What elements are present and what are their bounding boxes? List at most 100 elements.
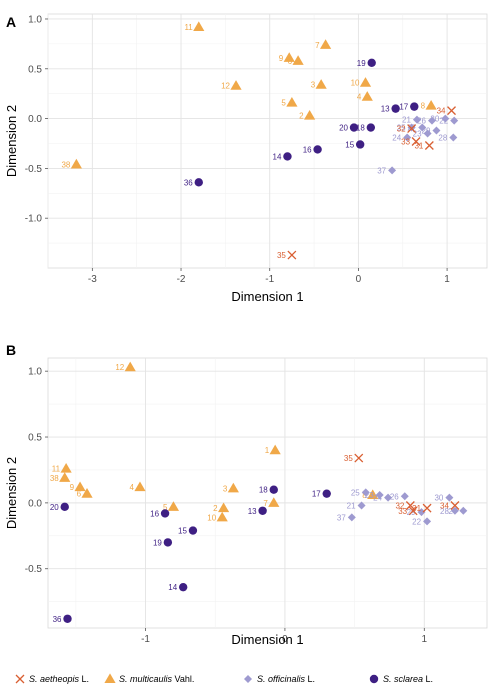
data-point xyxy=(432,126,441,135)
data-point xyxy=(230,80,242,90)
data-point xyxy=(283,152,292,161)
data-point xyxy=(124,361,136,372)
data-point xyxy=(407,124,417,134)
data-point xyxy=(269,444,281,455)
panel-letter: A xyxy=(6,14,16,30)
data-point xyxy=(384,493,393,502)
y-tick-label: 0.5 xyxy=(28,64,42,75)
y-tick-label: 0.0 xyxy=(28,498,42,509)
data-point xyxy=(375,490,384,499)
data-point xyxy=(361,488,370,497)
data-point xyxy=(425,100,437,110)
data-point xyxy=(322,489,331,498)
point-label: 31 xyxy=(412,504,421,513)
legend-marker xyxy=(369,674,379,684)
data-point xyxy=(359,77,372,87)
data-point xyxy=(411,137,421,146)
point-label: 2 xyxy=(299,112,304,121)
point-label: 14 xyxy=(168,583,177,592)
point-label: 28 xyxy=(440,507,449,516)
data-point xyxy=(81,488,93,498)
plot-area xyxy=(47,13,488,269)
point-label: 36 xyxy=(184,178,193,187)
point-label: 27 xyxy=(448,507,457,516)
y-tick-label: 1.0 xyxy=(28,14,42,25)
data-point xyxy=(178,582,188,592)
point-label: 19 xyxy=(357,59,366,68)
point-label: 11 xyxy=(52,465,61,474)
point-label: 37 xyxy=(377,166,386,175)
point-label: 23 xyxy=(365,491,374,500)
data-point xyxy=(286,97,298,107)
point-label: 25 xyxy=(397,124,406,133)
data-point xyxy=(449,133,458,142)
data-point xyxy=(59,472,71,482)
point-label: 8 xyxy=(421,102,426,111)
data-point xyxy=(313,145,322,154)
legend: S. aetheopis L. S. multicaulis Vahl. S. of… xyxy=(15,673,433,684)
y-axis-title: Dimension 2 xyxy=(4,105,19,177)
data-point xyxy=(450,501,460,510)
point-label: 33 xyxy=(398,507,407,516)
point-label: 16 xyxy=(150,509,159,518)
data-point xyxy=(227,482,239,493)
data-point xyxy=(188,526,198,535)
data-point xyxy=(60,463,72,473)
point-label: 1 xyxy=(265,446,270,455)
point-label: 12 xyxy=(115,363,124,372)
data-point xyxy=(347,513,356,522)
legend-species-name: S. sclarea xyxy=(383,674,423,684)
data-point xyxy=(367,489,379,500)
point-label: 26 xyxy=(390,492,399,501)
panel-letter: B xyxy=(6,342,16,358)
data-point xyxy=(367,58,376,68)
point-label: 5 xyxy=(281,99,286,108)
legend-marker xyxy=(244,675,252,683)
data-point xyxy=(400,492,409,501)
data-point xyxy=(269,485,278,494)
data-point xyxy=(357,501,366,510)
y-axis-title: Dimension 2 xyxy=(4,457,19,529)
data-point xyxy=(258,506,267,515)
y-tick-label: 1.0 xyxy=(28,367,42,378)
x-tick-label: -3 xyxy=(88,274,97,285)
point-label: 10 xyxy=(207,513,216,522)
x-tick-label: -2 xyxy=(177,274,186,285)
data-point xyxy=(216,511,228,522)
data-point xyxy=(459,506,468,515)
point-label: 13 xyxy=(248,507,257,516)
data-point xyxy=(194,178,203,187)
x-tick-label: 1 xyxy=(444,274,450,285)
legend-species-name: S. multicaulis xyxy=(119,674,173,684)
data-point xyxy=(410,102,419,111)
legend-species-name: S. officinalis xyxy=(257,674,306,684)
data-point xyxy=(74,481,86,492)
point-label: 32 xyxy=(397,125,406,134)
x-axis-title: Dimension 1 xyxy=(231,632,303,647)
data-point xyxy=(193,21,205,31)
data-point xyxy=(163,538,173,547)
data-point xyxy=(428,116,437,125)
data-point xyxy=(304,110,316,120)
legend-author: L. xyxy=(305,674,315,684)
point-label: 26 xyxy=(417,117,426,126)
plot-area xyxy=(47,357,488,629)
legend-marker xyxy=(104,673,116,684)
legend-entry: S. sclarea L. xyxy=(383,674,433,684)
panel-b: -1 0 1 -0.5 0.0 0.5 1.0 B Dimension 1 Dimension 2… xyxy=(4,342,488,647)
point-label: 21 xyxy=(402,116,411,125)
data-point xyxy=(450,506,459,515)
point-label: 36 xyxy=(53,615,62,624)
data-point xyxy=(405,501,415,510)
point-label: 16 xyxy=(303,145,312,154)
point-label: 11 xyxy=(184,23,193,32)
data-point xyxy=(283,52,295,62)
legend-author: L. xyxy=(423,674,433,684)
data-point xyxy=(423,129,432,138)
point-label: 38 xyxy=(61,160,70,169)
data-point xyxy=(361,91,373,101)
point-label: 24 xyxy=(392,134,401,143)
point-label: 34 xyxy=(440,502,449,511)
point-label: 38 xyxy=(50,474,59,483)
